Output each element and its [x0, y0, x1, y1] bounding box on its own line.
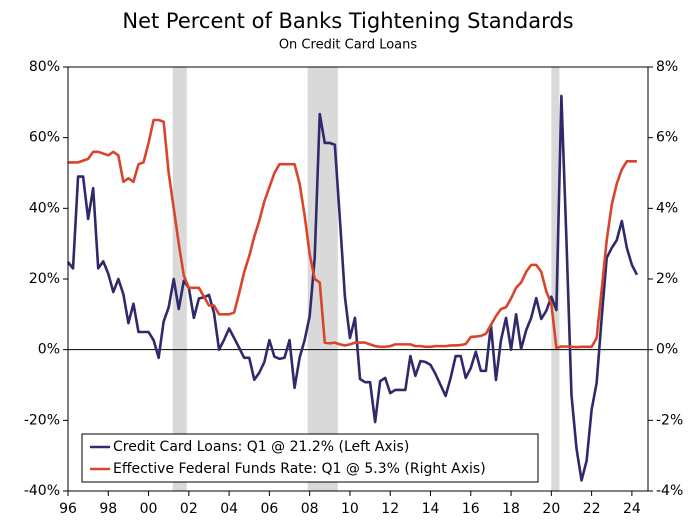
x-tick-label: 10 — [341, 501, 359, 517]
y2-tick-label: -4% — [656, 483, 683, 499]
y-tick-label: 20% — [29, 271, 60, 287]
y-tick-label: 80% — [29, 59, 60, 75]
legend-box — [81, 433, 539, 483]
chart-title: Net Percent of Banks Tightening Standard… — [122, 9, 573, 33]
legend-label: Credit Card Loans: Q1 @ 21.2% (Left Axis… — [113, 439, 409, 455]
x-tick-label: 98 — [99, 501, 117, 517]
x-tick-label: 16 — [462, 501, 480, 517]
y-tick-label: -20% — [24, 412, 60, 428]
y2-tick-label: 8% — [656, 59, 678, 75]
x-tick-label: 02 — [180, 501, 198, 517]
x-tick-label: 96 — [59, 501, 77, 517]
recession-band — [172, 67, 187, 491]
y2-tick-label: 6% — [656, 130, 678, 146]
x-tick-label: 14 — [422, 501, 440, 517]
x-tick-label: 20 — [542, 501, 560, 517]
y2-tick-label: 4% — [656, 200, 678, 216]
x-tick-label: 22 — [583, 501, 601, 517]
x-tick-label: 08 — [301, 501, 319, 517]
x-tick-label: 06 — [260, 501, 278, 517]
y2-tick-label: -2% — [656, 412, 683, 428]
y-tick-label: 40% — [29, 200, 60, 216]
y2-tick-label: 0% — [656, 342, 678, 358]
x-tick-label: 00 — [140, 501, 158, 517]
x-tick-label: 04 — [220, 501, 238, 517]
series-line — [68, 118, 637, 350]
chart-subtitle: On Credit Card Loans — [279, 38, 418, 53]
recession-band — [551, 67, 560, 491]
plot-frame — [67, 66, 649, 492]
y-tick-label: -40% — [24, 483, 60, 499]
x-tick-label: 18 — [502, 501, 520, 517]
y2-tick-label: 2% — [656, 271, 678, 287]
y-tick-label: 60% — [29, 130, 60, 146]
x-tick-label: 12 — [381, 501, 399, 517]
x-tick-label: 24 — [623, 501, 641, 517]
y-tick-label: 0% — [38, 342, 60, 358]
legend-label: Effective Federal Funds Rate: Q1 @ 5.3% … — [113, 461, 486, 477]
series-line — [66, 94, 639, 482]
